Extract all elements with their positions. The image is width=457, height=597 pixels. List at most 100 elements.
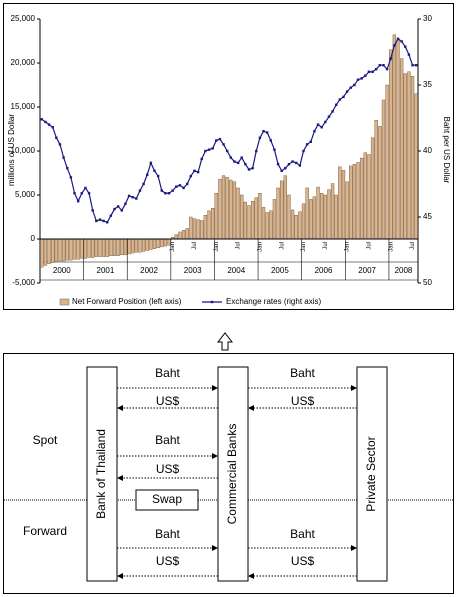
y2-tick-label: 45: [423, 212, 432, 221]
bar: [385, 84, 389, 240]
bar: [294, 215, 298, 240]
bar: [396, 39, 400, 240]
bar: [192, 218, 197, 240]
line-marker: [407, 53, 411, 56]
bar: [392, 34, 397, 240]
line-marker: [222, 143, 225, 146]
line-marker: [236, 161, 240, 165]
line-marker: [102, 219, 105, 223]
x-tick-label: Jul: [323, 242, 329, 250]
line-marker: [287, 163, 291, 166]
line-marker: [207, 148, 211, 151]
bar: [40, 238, 44, 268]
bar: [352, 163, 357, 240]
bar: [305, 187, 309, 240]
line-marker: [313, 130, 316, 133]
bar: [200, 220, 204, 240]
bar: [160, 238, 164, 248]
line-marker: [309, 140, 312, 143]
line-marker: [335, 103, 338, 106]
line-marker: [44, 120, 47, 124]
row-label: Spot: [33, 433, 58, 447]
bar: [196, 219, 200, 240]
y2-tick-label: 40: [423, 146, 432, 155]
legend-label: Exchange rates (right axis): [226, 297, 321, 306]
flow-label: Baht: [290, 527, 315, 541]
line-marker: [84, 186, 87, 190]
bar: [163, 238, 168, 247]
line-marker: [51, 126, 54, 129]
bar: [91, 238, 95, 258]
line-marker: [156, 174, 160, 178]
bar: [54, 238, 59, 263]
line-marker: [135, 197, 138, 200]
line-marker: [244, 163, 247, 166]
line-marker: [40, 118, 44, 121]
x-tick-label: Jul: [410, 242, 416, 250]
y-tick-label: 15,000: [11, 102, 36, 111]
line-marker: [291, 160, 294, 163]
line-marker: [371, 70, 374, 73]
line-marker: [106, 221, 109, 224]
bar: [131, 238, 135, 254]
bar: [243, 201, 248, 240]
line-marker: [225, 149, 229, 153]
bar: [272, 199, 277, 240]
bar: [345, 181, 349, 240]
line-marker: [342, 95, 345, 99]
bar: [210, 207, 215, 240]
line-marker: [175, 185, 178, 188]
legend-swatch: [59, 298, 70, 306]
line-marker: [305, 143, 309, 146]
line-marker: [393, 44, 396, 47]
bar: [109, 238, 113, 256]
line-marker: [124, 202, 127, 205]
bar: [363, 152, 367, 240]
line-marker: [360, 77, 363, 80]
bar: [101, 238, 106, 257]
bar: [221, 175, 226, 240]
line-marker: [204, 149, 207, 153]
bar: [112, 238, 117, 256]
line-marker: [186, 182, 189, 186]
entity-box: [356, 366, 388, 582]
line-marker: [269, 139, 272, 142]
bar: [225, 177, 229, 240]
line-marker: [160, 189, 163, 192]
bar: [374, 119, 378, 240]
year-label: 2000: [53, 266, 71, 275]
line-marker: [55, 136, 58, 139]
line-marker: [396, 37, 400, 40]
bar: [334, 194, 338, 240]
x-tick-label: Jan: [345, 242, 351, 252]
line-marker: [276, 163, 280, 166]
y2-axis-label: Baht per US Dollar: [442, 117, 451, 184]
line-marker: [353, 83, 356, 87]
bar: [203, 215, 208, 240]
line-marker: [182, 186, 185, 190]
y2-tick-label: 30: [423, 14, 432, 23]
line-marker: [76, 199, 80, 203]
bar: [72, 238, 77, 260]
line-marker: [324, 120, 327, 124]
line-marker: [131, 196, 134, 199]
line-marker: [338, 98, 342, 101]
bar: [410, 75, 415, 240]
bar: [189, 216, 193, 240]
line-marker: [138, 189, 142, 192]
bar: [76, 238, 80, 260]
line-marker: [87, 192, 91, 195]
line-marker: [109, 214, 113, 217]
year-label: 2008: [395, 266, 413, 275]
bar: [232, 181, 237, 240]
bar: [283, 175, 287, 240]
flow-label: US$: [291, 394, 315, 408]
line-marker: [385, 67, 389, 71]
line-marker: [171, 189, 174, 192]
line-marker: [113, 207, 116, 211]
bar: [349, 165, 353, 240]
bar: [312, 196, 317, 240]
line-marker: [316, 123, 320, 126]
entity-box: [86, 366, 118, 582]
line-marker: [80, 192, 83, 195]
